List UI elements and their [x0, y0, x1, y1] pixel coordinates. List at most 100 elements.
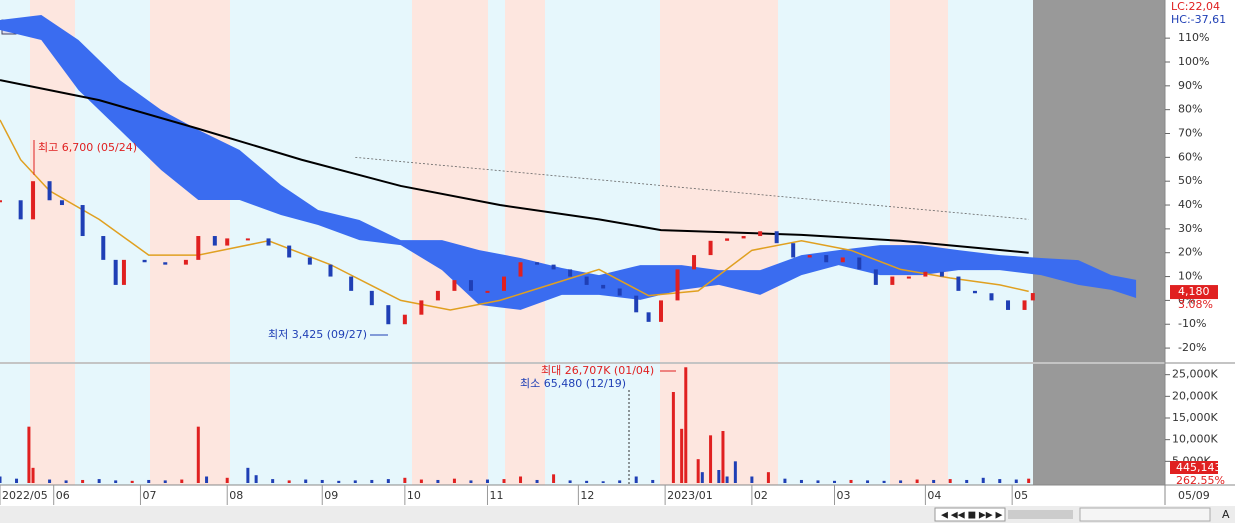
volume-bar — [568, 480, 572, 483]
volume-bar — [246, 467, 250, 483]
candle — [468, 280, 473, 291]
change-label: 3.08% — [1178, 298, 1213, 311]
candle — [183, 259, 188, 265]
trend-line — [355, 156, 1029, 220]
volume-bar — [799, 479, 803, 483]
candle — [1022, 300, 1027, 310]
volume-bar — [370, 479, 374, 483]
candle — [906, 276, 911, 279]
candle — [551, 264, 556, 270]
y-tick-label: -10% — [1178, 317, 1206, 330]
volume-bar — [304, 479, 308, 483]
volume-bar — [1027, 478, 1031, 483]
legend-hc: HC:-37,61 — [1171, 13, 1226, 26]
volume-bar — [998, 479, 1002, 483]
volume-bar — [948, 479, 952, 483]
candle — [419, 300, 424, 315]
candle — [758, 231, 763, 237]
candle — [349, 276, 354, 291]
candle — [142, 259, 147, 263]
x-tick-label: 02 — [754, 489, 768, 502]
candle — [584, 276, 589, 285]
volume-bar — [485, 479, 489, 483]
volume-bar — [601, 481, 605, 483]
volume-bar — [1014, 479, 1018, 483]
volume-bar — [965, 479, 969, 483]
volume-bar — [866, 480, 870, 483]
candle — [568, 269, 573, 277]
y-tick-label: 15,000K — [1172, 411, 1218, 424]
candle — [989, 293, 994, 301]
candle — [59, 200, 64, 206]
volume-bar — [163, 480, 167, 483]
y-tick-label: 90% — [1178, 79, 1202, 92]
volume-bar — [816, 480, 820, 483]
volume-bar — [419, 479, 423, 483]
x-tick-label: 10 — [407, 489, 421, 502]
volume-bar — [981, 477, 985, 483]
ichimoku-cloud — [0, 15, 1137, 310]
volume-bar — [882, 480, 886, 483]
candle — [502, 276, 507, 291]
candle — [939, 271, 944, 277]
y-tick-label: 100% — [1178, 55, 1209, 68]
x-tick-label: 08 — [229, 489, 243, 502]
candle — [0, 200, 2, 203]
tool-icons[interactable] — [1079, 507, 1211, 522]
volume-tag-label: 445,143 — [1176, 461, 1222, 474]
candle — [435, 290, 440, 301]
volume-bar — [48, 479, 52, 483]
candle — [692, 255, 697, 270]
y-tick-label: 70% — [1178, 127, 1202, 140]
y-tick-label: 10% — [1178, 270, 1202, 283]
candle — [225, 238, 230, 246]
volume-bar — [618, 480, 622, 483]
candle — [452, 280, 457, 291]
zoom-slider[interactable] — [1008, 510, 1073, 519]
candle — [774, 231, 779, 244]
x-tick-label: 2023/01 — [667, 489, 713, 502]
volume-bar — [680, 428, 684, 483]
candle — [307, 257, 312, 265]
candle — [725, 238, 730, 241]
price-tag — [1170, 285, 1218, 300]
y-tick-label: 60% — [1178, 150, 1202, 163]
volume-bar — [709, 435, 713, 483]
volume-bar — [717, 470, 721, 483]
candle — [1006, 300, 1011, 310]
x-tick-label: 12 — [580, 489, 594, 502]
candle — [328, 264, 333, 277]
candle — [956, 276, 961, 291]
volume-bar — [671, 392, 675, 483]
volume-bar — [519, 476, 523, 483]
candle — [824, 255, 829, 263]
volume-bar — [320, 479, 324, 483]
svg-text:◀ ◀◀ ■ ▶▶ ▶: ◀ ◀◀ ■ ▶▶ ▶ — [941, 511, 1003, 521]
volume-bar — [337, 480, 341, 483]
volume-bar — [130, 480, 134, 483]
volume-bar — [750, 476, 754, 483]
current-date: 05/09 — [1178, 489, 1210, 502]
volume-change-label: 262.55% — [1176, 474, 1225, 487]
font-button[interactable]: A — [1222, 508, 1230, 521]
legend-lc: LC:22,04 — [1171, 0, 1220, 13]
candle — [646, 312, 651, 322]
volume-bar — [634, 476, 638, 483]
x-tick-label: 09 — [324, 489, 338, 502]
annotation: 최소 65,480 (12/19) — [520, 377, 626, 390]
y-tick-label: 50% — [1178, 174, 1202, 187]
nav-buttons[interactable] — [934, 507, 1006, 522]
y-tick-label: 30% — [1178, 222, 1202, 235]
candle — [741, 236, 746, 239]
volume-bar — [353, 480, 357, 483]
volume-bar — [114, 480, 118, 483]
volume-bar — [932, 479, 936, 483]
candle — [873, 269, 878, 285]
volume-bar — [452, 478, 456, 483]
candle — [658, 300, 663, 322]
volume-bar — [205, 476, 209, 483]
volume-bar — [783, 478, 787, 483]
candle — [923, 271, 928, 277]
candle — [163, 262, 168, 265]
